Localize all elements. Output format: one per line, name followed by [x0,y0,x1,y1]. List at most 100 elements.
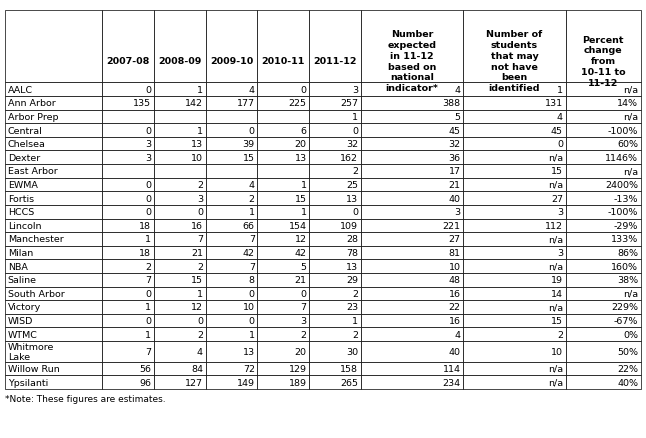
Text: 1: 1 [197,289,203,298]
Bar [361,205,463,219]
Text: 19: 19 [551,276,563,285]
Bar [102,110,154,124]
Text: 0: 0 [145,85,151,95]
Bar [102,205,154,219]
Bar [309,151,361,165]
Text: 12: 12 [191,303,203,312]
Text: 7: 7 [249,235,255,244]
Text: 21: 21 [191,248,203,258]
Text: 40: 40 [449,194,461,203]
Bar [102,375,154,389]
Bar [154,165,205,178]
Text: 84: 84 [191,364,203,373]
Text: 15: 15 [551,167,563,176]
Bar [154,300,205,314]
Bar [205,314,257,328]
Bar [309,260,361,273]
Bar [154,287,205,300]
Text: 0: 0 [145,316,151,325]
Bar [154,97,205,110]
Text: n/a: n/a [623,85,638,95]
Text: 0: 0 [197,208,203,217]
Text: Lincoln: Lincoln [8,221,41,230]
Bar [102,362,154,375]
Bar [102,11,154,83]
Text: 30: 30 [346,347,359,356]
Text: 10: 10 [449,262,461,271]
Text: 42: 42 [243,248,255,258]
Text: 21: 21 [449,180,461,190]
Text: 45: 45 [551,126,563,135]
Text: 10: 10 [191,153,203,162]
Text: 2: 2 [353,330,359,339]
Bar [309,246,361,260]
Bar [463,328,565,341]
Text: 13: 13 [191,140,203,149]
Bar [205,328,257,341]
Text: HCCS: HCCS [8,208,34,217]
Bar [154,233,205,246]
Bar [5,192,102,205]
Text: 3: 3 [145,140,151,149]
Bar [565,260,641,273]
Bar [102,219,154,233]
Text: 234: 234 [443,378,461,387]
Text: n/a: n/a [548,303,563,312]
Text: 18: 18 [139,221,151,230]
Bar [361,124,463,138]
Bar [205,97,257,110]
Text: EWMA: EWMA [8,180,37,190]
Bar [102,314,154,328]
Bar [5,273,102,287]
Text: 3: 3 [197,194,203,203]
Text: -67%: -67% [614,316,638,325]
Bar [205,273,257,287]
Text: 3: 3 [557,208,563,217]
Bar [309,375,361,389]
Bar [5,314,102,328]
Bar [102,233,154,246]
Text: 265: 265 [340,378,359,387]
Text: 1: 1 [300,208,307,217]
Text: 149: 149 [237,378,255,387]
Text: 0: 0 [145,180,151,190]
Bar [463,233,565,246]
Bar [565,287,641,300]
Text: Number of
students
that may
not have
been
identified: Number of students that may not have bee… [486,30,543,93]
Text: 15: 15 [243,153,255,162]
Bar [257,138,309,151]
Text: 2: 2 [557,330,563,339]
Text: 4: 4 [249,85,255,95]
Text: 6: 6 [300,126,307,135]
Bar [565,124,641,138]
Text: 0: 0 [249,316,255,325]
Text: 2: 2 [300,330,307,339]
Text: 0: 0 [353,126,359,135]
Bar [463,273,565,287]
Bar [5,110,102,124]
Bar [565,341,641,362]
Text: 2: 2 [249,194,255,203]
Text: 158: 158 [340,364,359,373]
Bar [361,138,463,151]
Text: 114: 114 [443,364,461,373]
Bar [565,83,641,97]
Bar [361,192,463,205]
Bar [205,83,257,97]
Text: 0: 0 [300,85,307,95]
Bar [154,246,205,260]
Bar [565,151,641,165]
Text: 56: 56 [139,364,151,373]
Bar [257,233,309,246]
Bar [257,287,309,300]
Bar [257,314,309,328]
Bar [5,219,102,233]
Bar [205,11,257,83]
Bar [102,165,154,178]
Text: n/a: n/a [548,378,563,387]
Bar [463,124,565,138]
Text: 50%: 50% [617,347,638,356]
Text: 3: 3 [352,85,359,95]
Bar [5,341,102,362]
Text: 16: 16 [191,221,203,230]
